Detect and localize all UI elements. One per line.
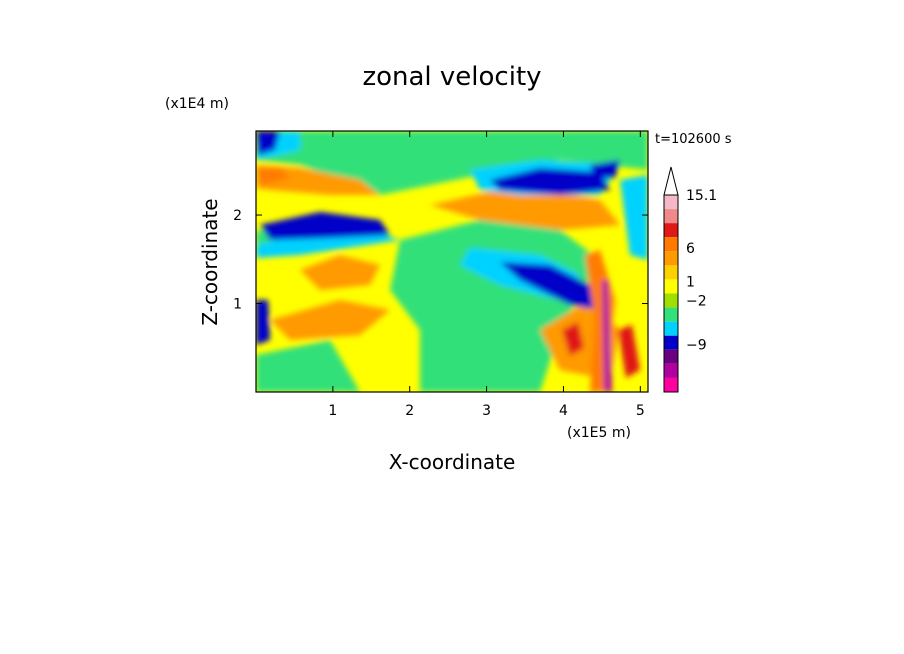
colorbar-swatch: [664, 209, 678, 224]
colorbar-label: 1: [686, 275, 695, 291]
x-multiplier-label: (x1E5 m): [567, 425, 631, 441]
x-tick-label: 2: [405, 403, 414, 419]
colorbar-label: −9: [686, 338, 707, 354]
x-tick-label: 5: [636, 403, 645, 419]
x-tick-label: 3: [482, 403, 491, 419]
colorbar-label: −2: [686, 293, 707, 309]
colorbar: 15.1 6 1 −2 −9: [663, 166, 717, 393]
colorbar-swatch: [664, 237, 678, 252]
colorbar-swatch: [664, 349, 678, 364]
colorbar-swatch: [664, 223, 678, 238]
colorbar-overflow-arrow: [663, 166, 679, 196]
x-tick-label: 1: [328, 403, 337, 419]
chart-title: zonal velocity: [362, 62, 541, 92]
colorbar-swatch: [664, 321, 678, 336]
colorbar-swatch: [664, 293, 678, 308]
colorbar-swatch: [664, 251, 678, 266]
colorbar-label: 15.1: [686, 188, 717, 204]
colorbar-swatch: [664, 195, 678, 210]
time-label: t=102600 s: [655, 132, 732, 147]
colorbar-swatch: [664, 335, 678, 350]
y-multiplier-label: (x1E4 m): [165, 96, 229, 112]
colorbar-label: 6: [686, 241, 695, 257]
colorbar-swatch: [664, 265, 678, 280]
y-axis-label: Z-coordinate: [198, 198, 222, 325]
colorbar-swatch: [664, 279, 678, 294]
x-ticks: 1 2 3 4 5: [328, 131, 645, 419]
x-axis-label: X-coordinate: [389, 450, 516, 474]
colorbar-frame: [663, 194, 679, 393]
colorbar-swatch: [664, 363, 678, 378]
colorbar-swatch: [664, 377, 678, 392]
x-tick-label: 4: [559, 403, 568, 419]
y-ticks: 12: [233, 208, 648, 313]
colorbar-swatch: [664, 307, 678, 322]
contour-field: [256, 131, 648, 392]
y-tick-label: 2: [233, 208, 242, 224]
plot-frame: [255, 130, 649, 393]
y-tick-label: 1: [233, 297, 242, 313]
